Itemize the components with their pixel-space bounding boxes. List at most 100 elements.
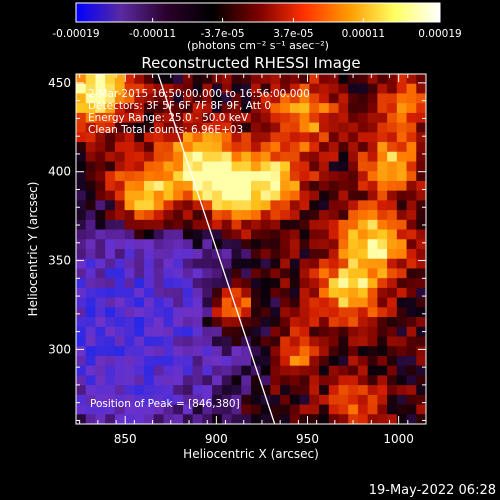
heatmap-cell	[338, 394, 349, 406]
heatmap-cell	[173, 112, 184, 124]
heatmap-cell	[387, 355, 398, 367]
heatmap-cell	[192, 200, 203, 211]
heatmap-cell	[280, 171, 291, 182]
heatmap-cell	[144, 200, 155, 211]
heatmap-cell	[289, 142, 301, 153]
heatmap-cell	[251, 404, 262, 415]
heatmap-cell	[163, 258, 174, 270]
heatmap-cell	[202, 219, 213, 231]
heatmap-cell	[377, 355, 388, 367]
heatmap-cell	[270, 239, 281, 250]
heatmap-cell	[144, 297, 155, 308]
heatmap-cell	[144, 336, 155, 347]
y-tick-label: 350	[48, 254, 71, 268]
heatmap-cell	[416, 307, 426, 318]
heatmap-cell	[251, 336, 262, 347]
heatmap-cell	[289, 171, 301, 182]
heatmap-cell	[124, 210, 135, 221]
heatmap-cell	[124, 249, 135, 260]
heatmap-cell	[280, 317, 291, 328]
heatmap-cell	[319, 268, 330, 279]
heatmap-cell	[231, 103, 242, 114]
heatmap-cell	[299, 142, 310, 153]
heatmap-cell	[241, 307, 252, 318]
heatmap-cell	[289, 394, 301, 406]
heatmap-cell	[114, 268, 126, 279]
heatmap-cell	[289, 268, 301, 279]
heatmap-cell	[260, 171, 272, 182]
heatmap-cell	[406, 229, 417, 240]
heatmap-cell	[241, 151, 252, 163]
heatmap-cell	[309, 249, 320, 260]
heatmap-cell	[280, 190, 291, 201]
heatmap-cell	[348, 93, 359, 104]
heatmap-cell	[124, 103, 135, 114]
heatmap-cell	[260, 83, 272, 95]
heatmap-cell	[95, 336, 106, 347]
heatmap-cell	[85, 278, 97, 289]
heatmap-cell	[134, 307, 145, 318]
heatmap-cell	[192, 190, 203, 201]
heatmap-cell	[396, 375, 408, 386]
heatmap-cell	[76, 404, 87, 415]
heatmap-cell	[416, 83, 426, 95]
heatmap-cell	[105, 229, 116, 240]
heatmap-cell	[95, 278, 106, 289]
axes: 850 900 950 1000 300 350 400 450	[48, 74, 426, 446]
heatmap-cell	[289, 297, 301, 308]
heatmap-cell	[377, 93, 388, 104]
heatmap-cell	[299, 297, 310, 308]
heatmap-cell	[153, 103, 165, 114]
heatmap-cell	[134, 268, 145, 279]
heatmap-cell	[134, 278, 145, 289]
heatmap-cell	[319, 297, 330, 308]
heatmap-cell	[221, 287, 233, 299]
heatmap-cell	[105, 317, 116, 328]
heatmap-cell	[134, 346, 145, 357]
heatmap-cell	[173, 161, 184, 172]
heatmap-cell	[212, 151, 223, 163]
heatmap-cell	[182, 239, 194, 250]
heatmap-cell	[348, 326, 359, 338]
heatmap-cell	[328, 355, 340, 367]
heatmap-cell	[192, 365, 203, 376]
heatmap-cell	[328, 142, 340, 153]
heatmap-cell	[182, 103, 194, 114]
heatmap-cell	[124, 394, 135, 406]
heatmap-cell	[309, 394, 320, 406]
heatmap-cell	[212, 210, 223, 221]
solar-limb-line	[157, 74, 276, 424]
heatmap-cell	[153, 346, 165, 357]
heatmap-cell	[270, 210, 281, 221]
heatmap-cell	[348, 249, 359, 260]
heatmap-cell	[85, 268, 97, 279]
heatmap-cell	[212, 414, 223, 424]
heatmap-cell	[105, 190, 116, 201]
heatmap-cell	[231, 317, 242, 328]
heatmap-cell	[280, 83, 291, 95]
heatmap-cell	[299, 103, 310, 114]
heatmap-cell	[406, 249, 417, 260]
heatmap-cell	[319, 414, 330, 424]
heatmap-cell	[192, 258, 203, 270]
heatmap-cell	[173, 93, 184, 104]
heatmap-cell	[85, 297, 97, 308]
heatmap-cell	[221, 142, 233, 153]
heatmap-cell	[299, 229, 310, 240]
heatmap-cell	[163, 268, 174, 279]
heatmap-cell	[76, 142, 87, 153]
heatmap-cell	[319, 258, 330, 270]
heatmap-cell	[280, 142, 291, 153]
heatmap-cell	[396, 93, 408, 104]
heatmap-cell	[85, 171, 97, 182]
heatmap-cell	[367, 122, 378, 133]
heatmap-cell	[416, 404, 426, 415]
heatmap-cell	[76, 171, 87, 182]
heatmap-cell	[270, 171, 281, 182]
heatmap-cell	[134, 151, 145, 163]
heatmap-cell	[182, 385, 194, 396]
heatmap-cell	[328, 375, 340, 386]
heatmap-cell	[280, 229, 291, 240]
annotation-clean-counts: Clean Total counts: 6.96E+03	[88, 124, 243, 136]
heatmap-cell	[85, 83, 97, 95]
